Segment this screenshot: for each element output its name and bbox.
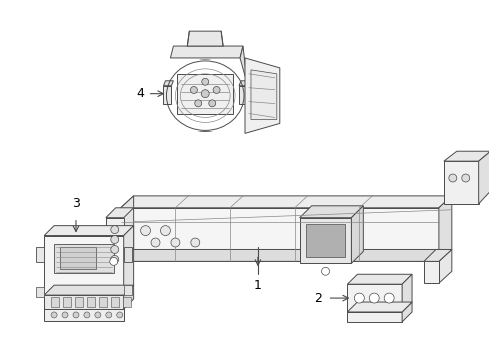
Polygon shape — [123, 285, 132, 295]
Circle shape — [106, 312, 112, 318]
Circle shape — [195, 100, 202, 107]
Polygon shape — [424, 249, 452, 261]
Text: 4: 4 — [137, 87, 145, 100]
Circle shape — [95, 312, 101, 318]
Polygon shape — [402, 274, 412, 312]
Circle shape — [213, 86, 220, 94]
Circle shape — [354, 293, 365, 303]
Circle shape — [111, 226, 119, 234]
Circle shape — [51, 312, 57, 318]
Circle shape — [62, 312, 68, 318]
Polygon shape — [101, 251, 123, 269]
Polygon shape — [54, 243, 114, 273]
Text: 1: 1 — [254, 279, 262, 292]
Polygon shape — [444, 151, 490, 161]
Polygon shape — [122, 297, 131, 307]
Polygon shape — [300, 218, 351, 264]
Polygon shape — [111, 297, 119, 307]
Polygon shape — [75, 297, 83, 307]
Polygon shape — [306, 224, 345, 257]
Polygon shape — [166, 60, 245, 131]
Text: 2: 2 — [314, 292, 321, 305]
Polygon shape — [44, 285, 134, 295]
Polygon shape — [347, 312, 402, 322]
Circle shape — [202, 78, 209, 85]
Circle shape — [84, 312, 90, 318]
Circle shape — [209, 100, 216, 107]
Polygon shape — [347, 274, 412, 284]
Polygon shape — [36, 247, 44, 262]
Polygon shape — [251, 70, 277, 120]
Polygon shape — [239, 86, 247, 104]
Circle shape — [462, 174, 470, 182]
Polygon shape — [60, 247, 96, 269]
Circle shape — [171, 238, 180, 247]
Circle shape — [191, 86, 197, 94]
Circle shape — [111, 246, 119, 253]
Polygon shape — [439, 249, 452, 283]
Polygon shape — [44, 295, 123, 309]
Circle shape — [384, 293, 394, 303]
Polygon shape — [106, 218, 123, 251]
Polygon shape — [99, 297, 107, 307]
Polygon shape — [177, 74, 233, 113]
Circle shape — [201, 90, 209, 98]
Polygon shape — [479, 151, 490, 204]
Polygon shape — [171, 46, 243, 58]
Circle shape — [151, 238, 160, 247]
Polygon shape — [121, 196, 134, 261]
Polygon shape — [439, 196, 452, 261]
Polygon shape — [347, 302, 412, 312]
Text: 3: 3 — [72, 197, 80, 210]
Polygon shape — [239, 81, 249, 86]
Polygon shape — [36, 287, 44, 297]
Circle shape — [191, 238, 200, 247]
Polygon shape — [123, 226, 134, 295]
Circle shape — [111, 255, 119, 264]
Polygon shape — [121, 208, 439, 261]
Polygon shape — [51, 297, 59, 307]
Polygon shape — [444, 161, 479, 204]
Polygon shape — [87, 297, 95, 307]
Circle shape — [321, 267, 329, 275]
Polygon shape — [63, 297, 71, 307]
Circle shape — [449, 174, 457, 182]
Circle shape — [110, 257, 118, 265]
Polygon shape — [240, 46, 247, 82]
Polygon shape — [106, 208, 134, 218]
Polygon shape — [424, 261, 439, 283]
Polygon shape — [402, 302, 412, 322]
Polygon shape — [245, 58, 280, 133]
Polygon shape — [44, 235, 123, 295]
Polygon shape — [123, 247, 132, 262]
Circle shape — [111, 235, 119, 243]
Polygon shape — [164, 86, 171, 104]
Polygon shape — [44, 309, 123, 321]
Circle shape — [141, 226, 150, 235]
Polygon shape — [351, 206, 363, 264]
Polygon shape — [44, 226, 134, 235]
Polygon shape — [347, 284, 402, 312]
Circle shape — [161, 226, 171, 235]
Circle shape — [369, 293, 379, 303]
Polygon shape — [300, 206, 363, 218]
Polygon shape — [164, 81, 173, 86]
Polygon shape — [121, 249, 452, 261]
Circle shape — [117, 312, 122, 318]
Polygon shape — [121, 196, 452, 208]
Circle shape — [73, 312, 79, 318]
Polygon shape — [187, 31, 223, 46]
Polygon shape — [101, 242, 134, 251]
Polygon shape — [123, 285, 134, 309]
